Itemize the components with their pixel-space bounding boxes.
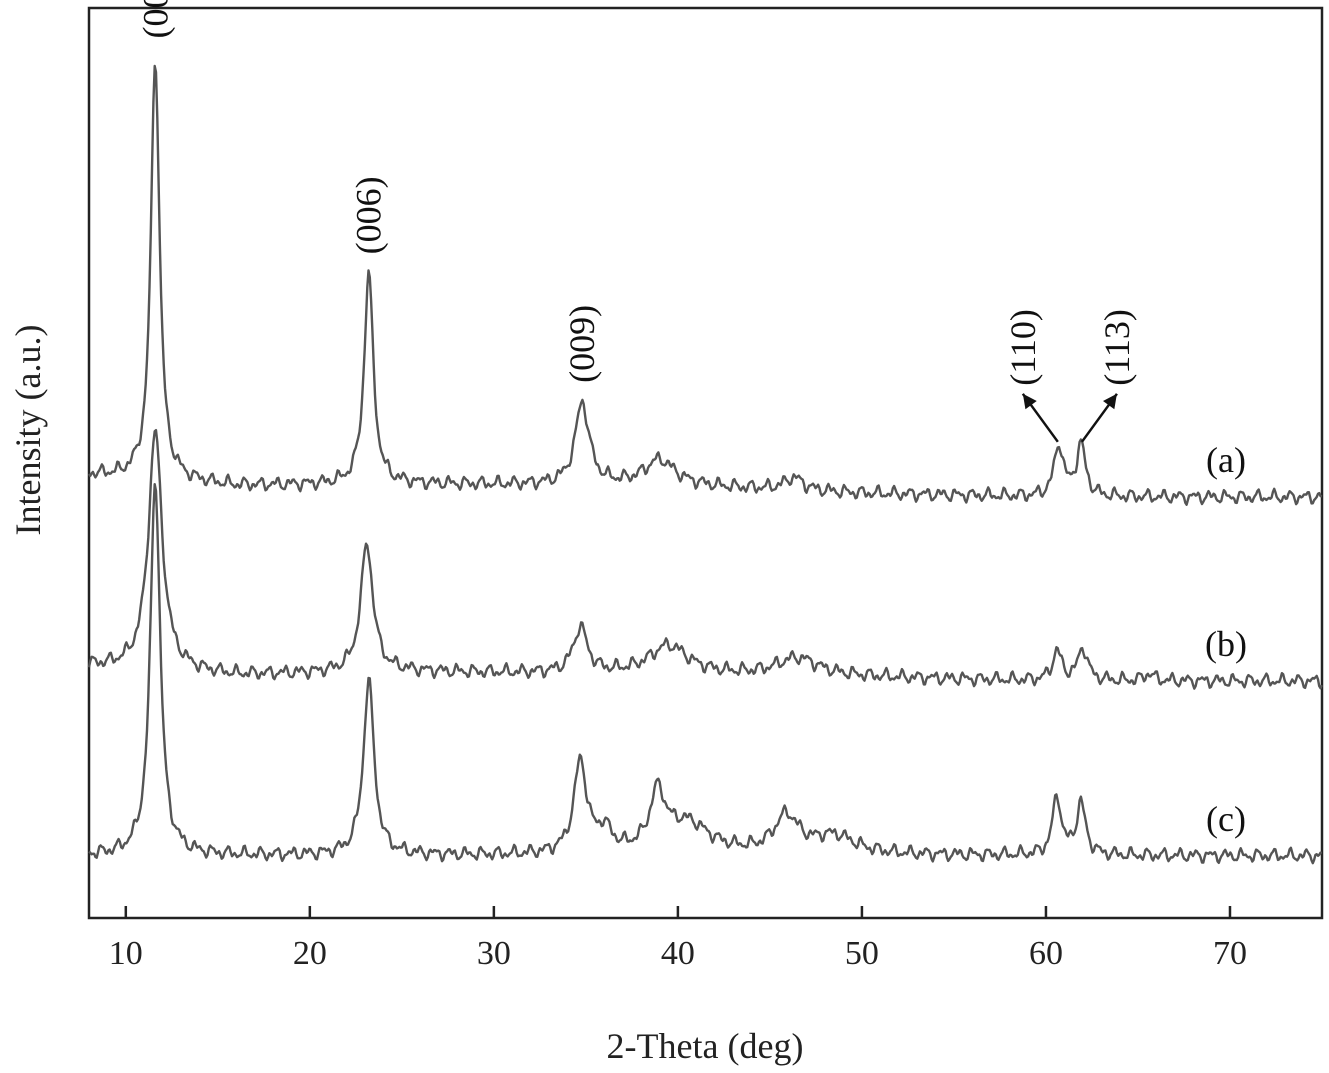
series-line: [89, 66, 1322, 505]
arrow-head: [1103, 394, 1117, 409]
x-tick-label: 30: [477, 935, 511, 972]
series-label: (c): [1206, 799, 1246, 839]
peak-label: (113): [1097, 309, 1137, 386]
peak-label: (009): [562, 305, 602, 383]
x-axis: 10 20 30 40 50 60 70: [109, 906, 1247, 972]
plot-frame: [89, 8, 1322, 918]
peak-label: (003): [135, 0, 175, 38]
y-axis-title: Intensity (a.u.): [8, 325, 48, 536]
traces: [89, 66, 1322, 863]
series-label: (a): [1206, 440, 1246, 480]
x-tick-label: 20: [293, 935, 327, 972]
x-tick-label: 70: [1213, 935, 1247, 972]
peak-annotations: (003) (006) (009) (110) (113): [135, 0, 1137, 442]
arrow-head: [1023, 394, 1037, 409]
x-tick-label: 50: [845, 935, 879, 972]
x-axis-title: 2-Theta (deg): [607, 1026, 804, 1066]
series-label: (b): [1205, 624, 1247, 664]
peak-label: (110): [1003, 309, 1043, 386]
peak-label: (006): [349, 176, 389, 254]
x-tick-label: 40: [661, 935, 695, 972]
series-labels: (a) (b) (c): [1205, 440, 1247, 839]
x-tick-label: 10: [109, 935, 143, 972]
series-line: [89, 430, 1322, 688]
x-tick-label: 60: [1029, 935, 1063, 972]
